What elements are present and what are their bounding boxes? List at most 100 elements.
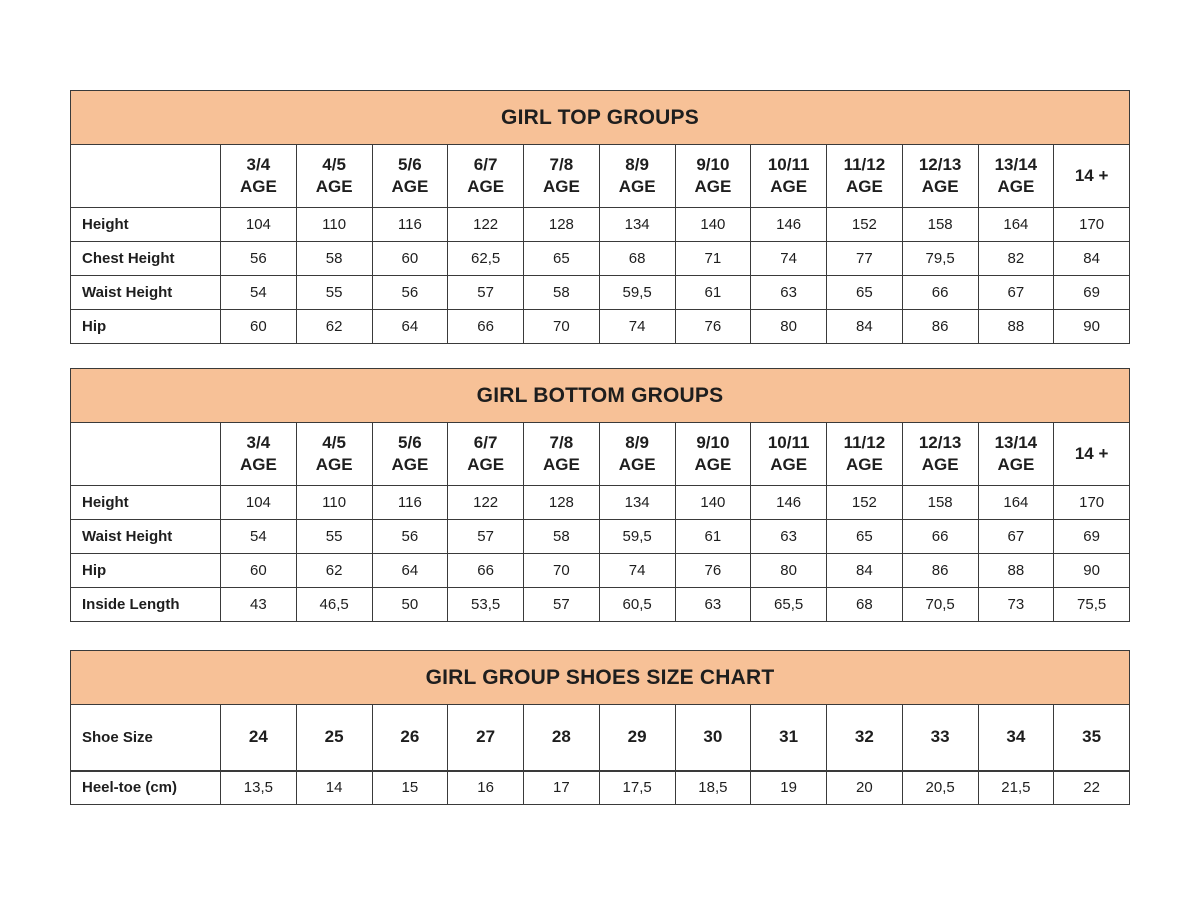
value-cell: 104: [220, 207, 297, 242]
age-column-header: 10/11 AGE: [750, 144, 827, 208]
value-cell: 88: [977, 553, 1055, 588]
value-cell: 62,5: [447, 241, 524, 276]
age-column-header: 9/10 AGE: [674, 144, 752, 208]
value-cell: 110: [295, 207, 373, 242]
value-cell: 152: [826, 207, 903, 242]
girl-shoes-title-band: GIRL GROUP SHOES SIZE CHART: [70, 650, 1130, 705]
value-cell: 65: [826, 519, 903, 554]
value-cell: 57: [523, 587, 600, 622]
value-cell: 61: [674, 275, 752, 310]
age-label-text: AGE: [391, 455, 429, 474]
value-cell: 66: [447, 553, 524, 588]
table-row: Waist Height 54 55 56 57 58 59,5 61 63 65 66 67 69: [70, 275, 1130, 310]
girl-bottom-groups-title-band: GIRL BOTTOM GROUPS: [70, 368, 1130, 423]
value-cell: 140: [674, 485, 752, 520]
value-cell: 15: [371, 769, 449, 805]
value-cell: 67: [977, 275, 1055, 310]
table-title: GIRL BOTTOM GROUPS: [476, 383, 724, 407]
value-cell: 18,5: [674, 769, 752, 805]
row-label: Hip: [70, 553, 221, 588]
value-cell: 80: [750, 309, 827, 344]
age-range-text: 12/13: [918, 154, 962, 174]
age-column-header: 11/12 AGE: [826, 144, 903, 208]
value-cell: 22: [1053, 769, 1130, 805]
age-range-text: 13/14: [994, 432, 1038, 452]
value-cell: 70: [523, 553, 600, 588]
age-column-header: 14 +: [1053, 422, 1130, 486]
age-range-text: 6/7: [473, 432, 498, 452]
age-label-text: AGE: [845, 177, 883, 196]
girl-bottom-groups-data-table: 3/4 AGE 4/5 AGE 5/6 AGE 6/7 AGE 7/8 AGE 8/9 AGE 9/10…: [70, 422, 1130, 622]
value-cell: 104: [220, 485, 297, 520]
value-cell: 69: [1053, 519, 1130, 554]
age-column-header: 4/5 AGE: [295, 144, 373, 208]
value-cell: 56: [371, 519, 449, 554]
value-cell: 56: [371, 275, 449, 310]
row-label: Height: [70, 485, 221, 520]
value-cell: 74: [750, 241, 827, 276]
age-column-header: 12/13 AGE: [901, 144, 979, 208]
value-cell: 88: [977, 309, 1055, 344]
age-label-text: AGE: [694, 455, 732, 474]
value-cell: 158: [901, 485, 979, 520]
age-column-header: 12/13 AGE: [901, 422, 979, 486]
value-cell: 60: [371, 241, 449, 276]
value-cell: 58: [523, 519, 600, 554]
age-column-header: 3/4 AGE: [220, 144, 297, 208]
age-column-header: 9/10 AGE: [674, 422, 752, 486]
age-range-text: 10/11: [767, 154, 810, 174]
value-cell: 63: [750, 275, 827, 310]
value-cell: 68: [598, 241, 676, 276]
value-cell: 76: [674, 309, 752, 344]
value-cell: 134: [598, 485, 676, 520]
value-cell: 60,5: [598, 587, 676, 622]
girl-top-groups-data-table: 3/4 AGE 4/5 AGE 5/6 AGE 6/7 AGE 7/8 AGE 8/9 AGE 9/10…: [70, 144, 1130, 344]
value-cell: 19: [750, 769, 827, 805]
age-label-text: AGE: [770, 177, 808, 196]
age-label-text: AGE: [467, 177, 505, 196]
value-cell: 110: [295, 485, 373, 520]
girl-bottom-groups-table: GIRL BOTTOM GROUPS 3/4 AGE 4/5 AGE 5/6 AGE 6/7…: [70, 368, 1130, 622]
value-cell: 68: [826, 587, 903, 622]
value-cell: 82: [977, 241, 1055, 276]
value-cell: 66: [901, 275, 979, 310]
age-column-header: 10/11 AGE: [750, 422, 827, 486]
value-cell: 32: [826, 704, 903, 771]
value-cell: 26: [371, 704, 449, 771]
value-cell: 128: [523, 207, 600, 242]
age-range-text: 5/6: [398, 154, 422, 174]
value-cell: 28: [523, 704, 600, 771]
value-cell: 35: [1053, 704, 1130, 771]
empty-corner-cell: [70, 144, 221, 208]
row-label: Hip: [70, 309, 221, 344]
value-cell: 29: [598, 704, 676, 771]
value-cell: 67: [977, 519, 1055, 554]
value-cell: 128: [523, 485, 600, 520]
age-range-text: 11/12: [843, 154, 886, 174]
value-cell: 90: [1053, 309, 1130, 344]
age-range-text: 10/11: [767, 432, 810, 452]
age-range-text: 8/9: [625, 154, 649, 174]
table-row: Heel-toe (cm) 13,5 14 15 16 17 17,5 18,5 19 20 20,…: [70, 769, 1130, 805]
age-range-text: 5/6: [398, 432, 422, 452]
age-range-text: 13/14: [994, 154, 1038, 174]
value-cell: 54: [220, 275, 297, 310]
row-label: Height: [70, 207, 221, 242]
age-range-text: 9/10: [696, 154, 730, 174]
value-cell: 58: [523, 275, 600, 310]
value-cell: 158: [901, 207, 979, 242]
value-cell: 21,5: [977, 769, 1055, 805]
value-cell: 152: [826, 485, 903, 520]
age-range-text: 8/9: [625, 432, 649, 452]
value-cell: 76: [674, 553, 752, 588]
value-cell: 146: [750, 485, 827, 520]
age-label-text: AGE: [845, 455, 883, 474]
value-cell: 61: [674, 519, 752, 554]
age-range-text: 7/8: [549, 432, 574, 452]
column-header-row: 3/4 AGE 4/5 AGE 5/6 AGE 6/7 AGE 7/8 AGE 8/9 AGE 9/10…: [70, 144, 1130, 208]
age-label-text: AGE: [618, 177, 656, 196]
value-cell: 13,5: [220, 769, 297, 805]
value-cell: 24: [220, 704, 297, 771]
age-range-text: 6/7: [473, 154, 498, 174]
value-cell: 55: [295, 275, 373, 310]
